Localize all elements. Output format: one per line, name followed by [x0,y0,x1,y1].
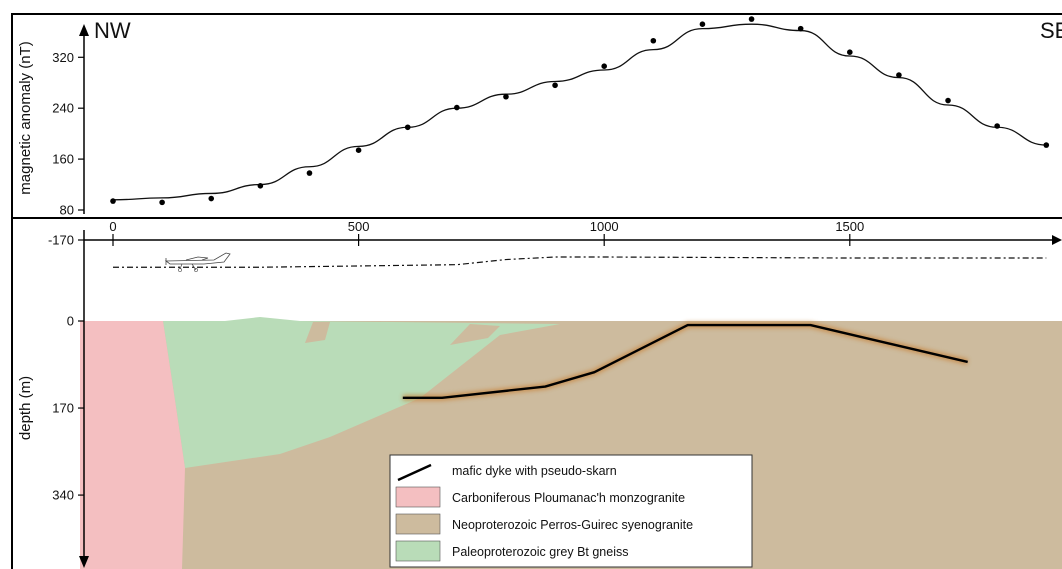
anomaly-point [552,82,558,89]
anomaly-point [404,124,411,131]
anomaly-point [159,199,165,206]
bottom-y-tick-label: 340 [52,488,74,503]
anomaly-point [355,147,362,153]
x-ticks: 0 500 1000 1500 [109,219,864,246]
aircraft-icon [164,252,231,272]
top-y-axis-label: magnetic anomaly (nT) [17,41,34,194]
bottom-y-tick-label: -170 [48,233,74,248]
observed-points [110,16,1050,206]
syenogranite-inlier-1 [305,322,330,343]
anomaly-point [503,93,509,100]
anomaly-point [454,104,460,111]
bottom-y-tick-label: 170 [52,401,74,416]
legend-box [389,454,753,568]
syenogranite-inlier-2 [450,324,500,345]
top-y-tick-label: 80 [60,203,74,218]
nw-label: NW [94,18,131,43]
top-y-ticks: 80 160 240 320 [52,50,84,218]
mafic-dyke-line [402,323,968,399]
legend-gneiss-swatch [395,540,441,562]
bottom-y-ticks: -170 0 170 340 [48,233,84,503]
anomaly-point [994,123,1000,129]
se-label: SE [1040,18,1062,43]
x-tick-label: 0 [109,219,116,234]
anomaly-point [797,25,804,32]
top-y-tick-label: 320 [52,50,74,65]
top-y-tick-label: 160 [52,152,74,167]
anomaly-point [650,37,657,44]
anomaly-point [110,198,116,204]
anomaly-point [847,49,853,55]
monzogranite-unit [80,321,185,569]
gneiss-unit [163,317,560,468]
legend-label-dyke: mafic dyke with pseudo-skarn [452,464,617,478]
x-tick-label: 1000 [590,219,619,234]
bottom-y-tick-label: 0 [67,314,74,329]
anomaly-point [1043,142,1050,148]
legend-label-monzogranite: Carboniferous Ploumanac'h monzogranite [452,491,685,505]
anomaly-point [257,183,264,189]
anomaly-point [208,195,215,202]
x-tick-label: 1500 [835,219,864,234]
legend-label-syenogranite: Neoproterozoic Perros-Guirec syenogranit… [452,518,693,532]
anomaly-point [896,72,902,78]
anomaly-point [699,21,706,28]
top-y-tick-label: 240 [52,101,74,116]
legend-monzogranite-swatch [395,486,441,508]
magnetic-anomaly-panel: 80 160 240 320 magnetic anomaly (nT) NW SE [11,13,1062,219]
x-axis-arrow-icon [1052,235,1062,245]
legend-dyke-swatch [397,463,432,482]
top-y-axis-arrow-icon [79,24,89,36]
anomaly-point [945,97,951,104]
anomaly-point [601,63,607,69]
legend-label-gneiss: Paleoproterozoic grey Bt gneiss [452,545,628,559]
x-tick-label: 500 [348,219,370,234]
legend: mafic dyke with pseudo-skarn Carbonifero… [389,454,753,568]
anomaly-point [748,16,755,22]
flight-line [113,256,1047,268]
anomaly-point [306,170,313,176]
depth-section-panel: -170 0 170 340 0 500 1000 1500 depth (m) mafic… [11,217,1062,569]
legend-syenogranite-swatch [395,513,441,535]
bottom-y-axis-arrow-icon [79,556,89,568]
top-panel-frame [11,13,1062,219]
bottom-y-axis-label: depth (m) [17,376,34,440]
